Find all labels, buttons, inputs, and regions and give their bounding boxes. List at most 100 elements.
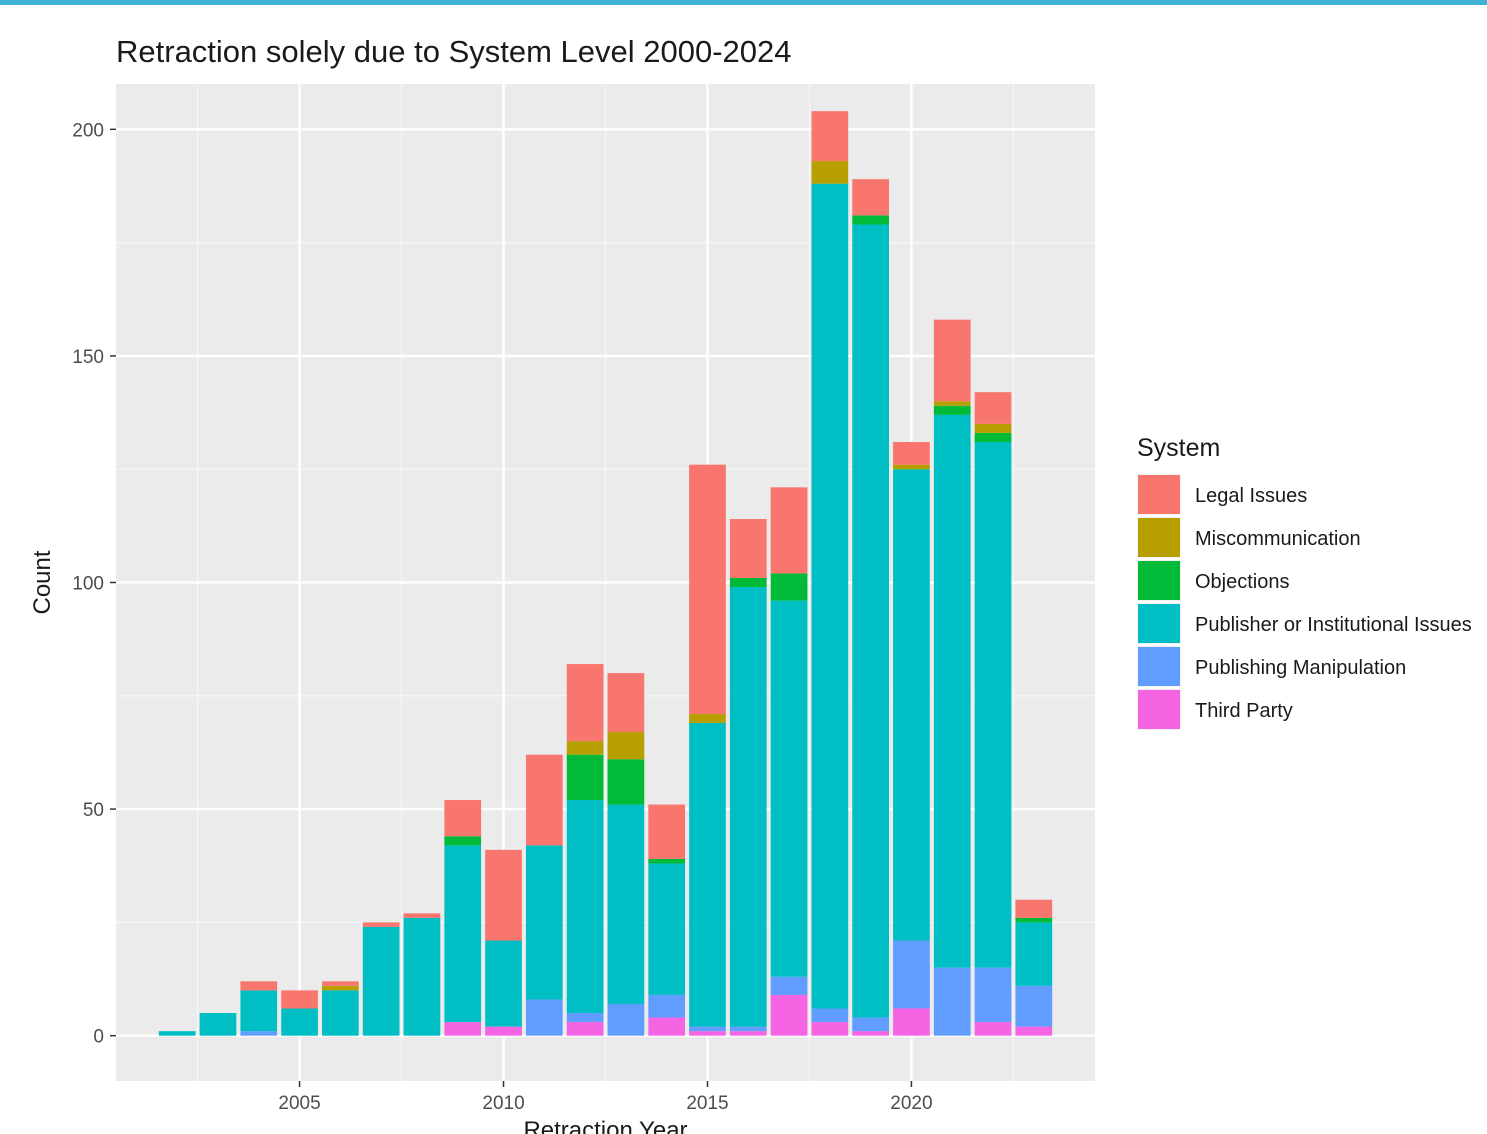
bar-2008-publisher-or-institutional-issues (403, 917, 441, 1036)
legend-label-publishing-manipulation: Publishing Manipulation (1195, 657, 1406, 679)
bar-2012-publishing-manipulation (566, 1013, 604, 1023)
bar-2023-objections (1015, 917, 1053, 923)
bar-2018-third-party (811, 1022, 849, 1036)
bar-2009-objections (444, 836, 482, 846)
bar-2003-publisher-or-institutional-issues (199, 1013, 237, 1036)
bar-2014-publishing-manipulation (648, 994, 686, 1018)
bar-2017-objections (770, 573, 808, 601)
bar-2013-legal-issues (607, 673, 645, 733)
bar-2007-publisher-or-institutional-issues (362, 926, 400, 1036)
bar-2002-publisher-or-institutional-issues (158, 1031, 196, 1036)
bar-2015-third-party (689, 1031, 726, 1036)
bar-2023-publisher-or-institutional-issues (1015, 922, 1053, 986)
bar-2022-third-party (974, 1022, 1012, 1036)
y-axis-title: Count (29, 550, 56, 614)
bar-2021-miscommunication (933, 401, 971, 406)
bar-2018-publishing-manipulation (811, 1008, 849, 1023)
legend-label-legal-issues: Legal Issues (1195, 485, 1307, 507)
bar-2005-legal-issues (281, 990, 318, 1009)
x-tick-label: 2010 (482, 1093, 524, 1114)
bar-2023-legal-issues (1015, 899, 1053, 918)
bar-2009-legal-issues (444, 800, 482, 837)
bar-2013-miscommunication (607, 732, 645, 760)
y-tick-label: 0 (93, 1027, 104, 1048)
bar-2014-legal-issues (648, 804, 686, 859)
bar-2006-publisher-or-institutional-issues (321, 990, 359, 1036)
bar-2004-publisher-or-institutional-issues (240, 990, 278, 1032)
bar-2021-objections (933, 405, 971, 415)
bar-2010-legal-issues (485, 849, 522, 941)
bar-2007-legal-issues (362, 922, 400, 927)
bar-2020-legal-issues (893, 442, 930, 465)
x-axis: 2005 2010 2015 2020 (278, 1081, 933, 1114)
bar-2016-third-party (729, 1031, 767, 1036)
x-tick-label: 2005 (278, 1093, 320, 1114)
bar-2017-third-party (770, 994, 808, 1036)
bar-2011-legal-issues (525, 754, 563, 846)
legend-label-publisher-or-institutional-issues: Publisher or Institutional Issues (1195, 614, 1472, 636)
bar-2022-miscommunication (974, 423, 1012, 433)
bar-2013-publisher-or-institutional-issues (607, 804, 645, 1004)
bar-2010-third-party (485, 1026, 522, 1036)
bar-2017-publisher-or-institutional-issues (770, 600, 808, 977)
bar-2019-third-party (852, 1031, 890, 1036)
bar-2012-publisher-or-institutional-issues (566, 800, 604, 1014)
bar-2016-legal-issues (729, 519, 767, 578)
bar-2015-publishing-manipulation (689, 1026, 726, 1032)
bar-2022-publisher-or-institutional-issues (974, 442, 1012, 968)
chart-title: Retraction solely due to System Level 20… (116, 34, 792, 69)
bar-2015-miscommunication (689, 713, 726, 723)
bar-2022-legal-issues (974, 392, 1012, 424)
x-tick-label: 2015 (686, 1093, 728, 1114)
bar-2008-legal-issues (403, 913, 441, 918)
legend-label-third-party: Third Party (1195, 700, 1293, 722)
y-tick-label: 100 (72, 574, 104, 595)
bar-2018-legal-issues (811, 111, 849, 162)
bar-2016-publishing-manipulation (729, 1026, 767, 1032)
bar-2012-objections (566, 754, 604, 801)
bar-2011-publishing-manipulation (525, 999, 563, 1036)
bar-2009-publisher-or-institutional-issues (444, 845, 482, 1023)
bar-2017-legal-issues (770, 487, 808, 574)
bar-2022-objections (974, 432, 1012, 443)
legend-swatch-publishing-manipulation (1138, 647, 1180, 686)
bar-2018-publisher-or-institutional-issues (811, 183, 849, 1009)
bar-2014-third-party (648, 1017, 686, 1036)
bar-2013-objections (607, 759, 645, 805)
bar-2017-publishing-manipulation (770, 976, 808, 995)
y-tick-label: 200 (72, 120, 104, 141)
bar-2016-objections (729, 577, 767, 588)
bar-2019-objections (852, 215, 890, 225)
bar-2023-third-party (1015, 1026, 1053, 1036)
bar-2020-publisher-or-institutional-issues (893, 469, 930, 941)
bar-2004-publishing-manipulation (240, 1031, 278, 1036)
legend-swatch-objections (1138, 561, 1180, 600)
x-tick-label: 2020 (890, 1093, 932, 1114)
bar-2012-legal-issues (566, 664, 604, 742)
bar-2015-legal-issues (689, 464, 726, 714)
legend-swatch-legal-issues (1138, 475, 1180, 514)
bar-2022-publishing-manipulation (974, 967, 1012, 1023)
legend-label-miscommunication: Miscommunication (1195, 528, 1361, 550)
y-tick-label: 50 (83, 800, 104, 821)
legend-swatch-publisher-or-institutional-issues (1138, 604, 1180, 643)
bar-2004-legal-issues (240, 981, 278, 991)
bar-2019-legal-issues (852, 179, 890, 216)
bar-2012-third-party (566, 1022, 604, 1036)
bar-2011-publisher-or-institutional-issues (525, 845, 563, 1000)
bar-2019-publisher-or-institutional-issues (852, 224, 890, 1018)
bar-2020-publishing-manipulation (893, 940, 930, 1009)
bar-2012-miscommunication (566, 741, 604, 755)
y-tick-label: 150 (72, 347, 104, 368)
bar-2018-miscommunication (811, 161, 849, 184)
bar-2019-publishing-manipulation (852, 1017, 890, 1032)
bar-2021-publishing-manipulation (933, 967, 971, 1036)
bar-2015-publisher-or-institutional-issues (689, 722, 726, 1027)
y-axis: 0 50 100 150 200 (72, 120, 116, 1048)
legend-title: System (1137, 434, 1220, 462)
bar-2010-publisher-or-institutional-issues (485, 940, 522, 1027)
bar-2020-miscommunication (893, 464, 930, 470)
bar-2006-legal-issues (321, 981, 359, 986)
bar-2016-publisher-or-institutional-issues (729, 587, 767, 1027)
